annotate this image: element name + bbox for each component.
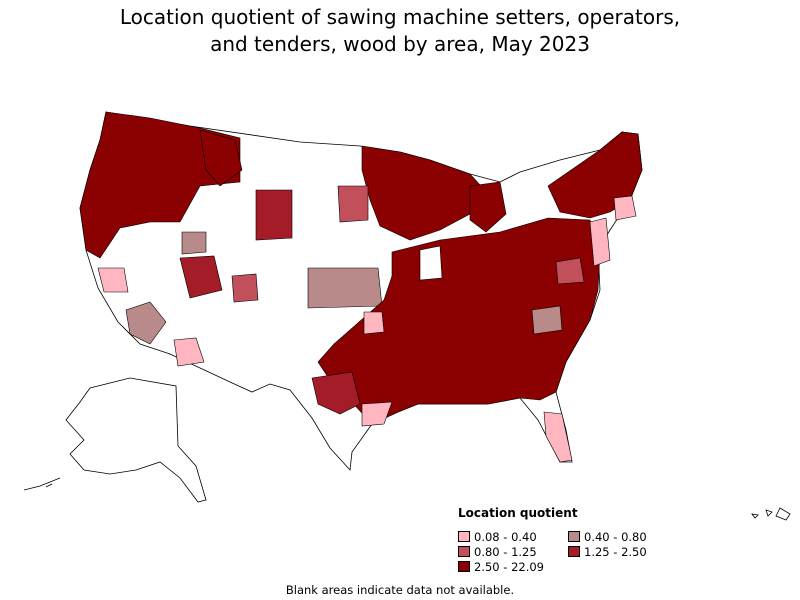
hawaii bbox=[751, 507, 791, 521]
region-kansas bbox=[307, 267, 383, 309]
region-virginia-gray bbox=[531, 305, 563, 335]
region-minnesota-red bbox=[337, 185, 369, 223]
region-florida-pink bbox=[543, 411, 573, 463]
region-california-south bbox=[125, 301, 167, 345]
region-pacific-northwest bbox=[79, 111, 241, 259]
footnote: Blank areas indicate data not available. bbox=[285, 583, 515, 597]
region-upper-midwest bbox=[361, 145, 491, 241]
legend-item-1: 0.40 - 0.80 bbox=[568, 531, 647, 544]
region-nevada-pink bbox=[97, 267, 129, 293]
hawaii-island-maui bbox=[765, 509, 773, 517]
legend-item-0: 0.08 - 0.40 bbox=[458, 531, 537, 544]
region-texas-east bbox=[311, 371, 361, 415]
legend-item-4: 2.50 - 22.09 bbox=[458, 561, 544, 574]
map-title-line-1: Location quotient of sawing machine sett… bbox=[119, 5, 681, 29]
alaska-outline bbox=[65, 377, 207, 503]
region-new-england-pink bbox=[613, 195, 637, 221]
region-idaho-south bbox=[181, 231, 207, 255]
legend-swatch-2 bbox=[458, 546, 470, 557]
region-arkansas-pink bbox=[363, 311, 385, 335]
map-title-line-2: and tenders, wood by area, May 2023 bbox=[210, 32, 590, 56]
region-southeast bbox=[317, 217, 601, 425]
hawaii-island-big bbox=[775, 507, 791, 521]
map-title: Location quotient of sawing machine sett… bbox=[0, 4, 800, 58]
legend-title: Location quotient bbox=[458, 506, 578, 520]
region-arizona-pink bbox=[173, 337, 205, 367]
legend-label-4: 2.50 - 22.09 bbox=[474, 560, 544, 574]
legend-label-1: 0.40 - 0.80 bbox=[584, 530, 647, 544]
legend-item-3: 1.25 - 2.50 bbox=[568, 546, 647, 559]
legend-item-2: 0.80 - 1.25 bbox=[458, 546, 537, 559]
hawaii-island-oahu bbox=[751, 513, 759, 519]
region-montana-west bbox=[199, 129, 243, 187]
region-colorado bbox=[231, 273, 259, 303]
legend-swatch-3 bbox=[568, 546, 580, 557]
region-mid-atlantic-pink bbox=[589, 217, 611, 267]
region-michigan bbox=[469, 181, 507, 233]
region-wyoming bbox=[255, 189, 293, 241]
legend-swatch-4 bbox=[458, 561, 470, 572]
region-illinois-gap bbox=[419, 245, 443, 281]
legend-label-3: 1.25 - 2.50 bbox=[584, 545, 647, 559]
region-northeast bbox=[547, 131, 643, 219]
legend-label-2: 0.80 - 1.25 bbox=[474, 545, 537, 559]
region-utah bbox=[179, 255, 223, 299]
region-carolina-red bbox=[555, 257, 585, 285]
legend-swatch-1 bbox=[568, 531, 580, 542]
alaska bbox=[23, 377, 207, 503]
alaska-aleutians bbox=[23, 477, 61, 491]
region-texas-coast bbox=[361, 401, 393, 427]
legend-swatch-0 bbox=[458, 531, 470, 542]
legend-label-0: 0.08 - 0.40 bbox=[474, 530, 537, 544]
